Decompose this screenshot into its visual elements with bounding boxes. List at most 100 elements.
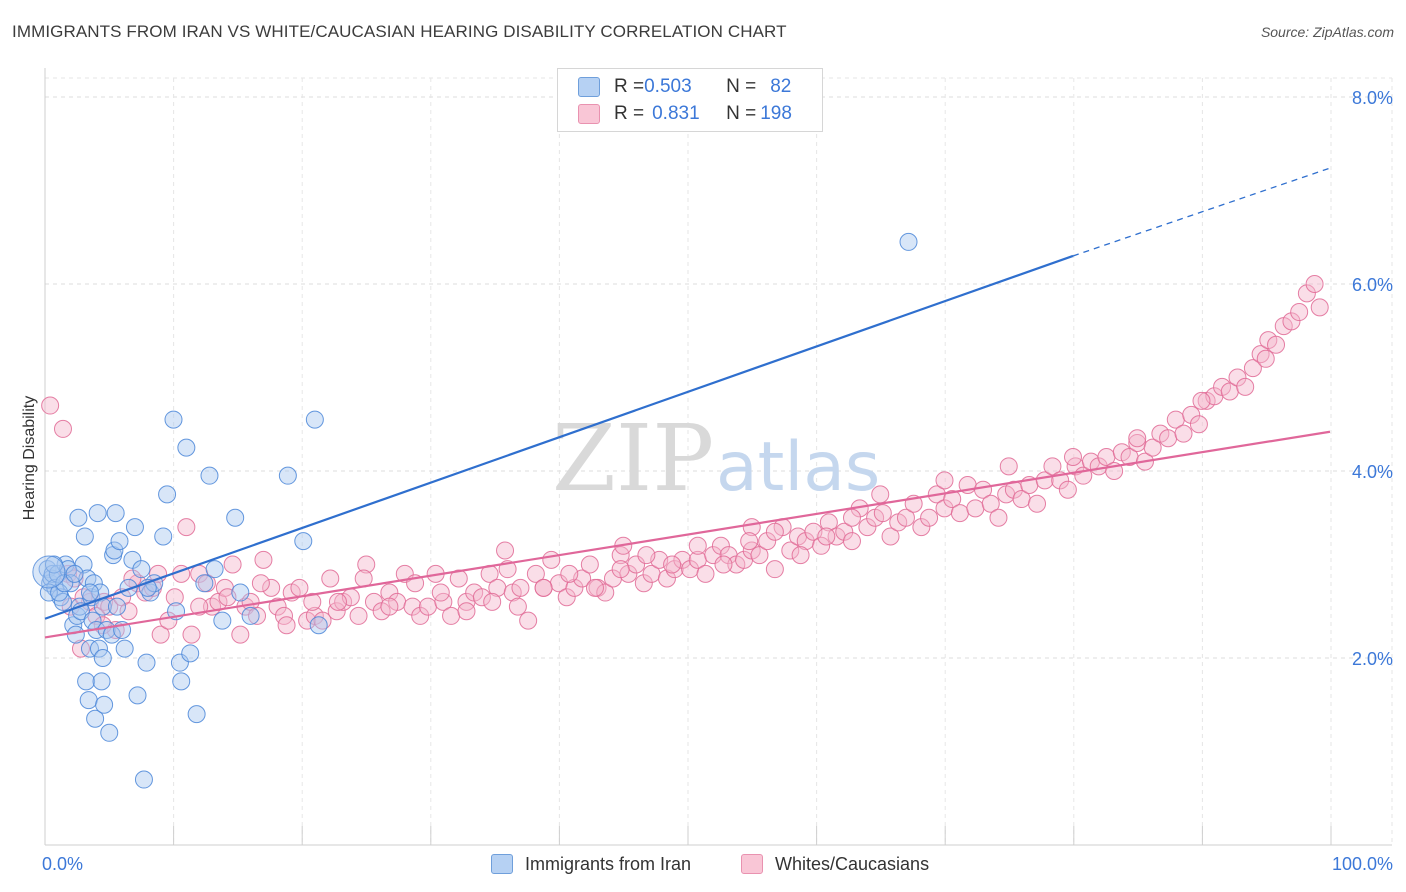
correlation-legend: R = 0.503 N = 82 R = 0.831 N = 198 (557, 68, 823, 132)
white-point-204 (688, 536, 707, 555)
iran-point-63 (205, 560, 224, 579)
iran-point-43 (119, 578, 138, 597)
white-point-36 (290, 578, 309, 597)
white-point-127 (989, 508, 1008, 527)
y-tick-label-3: 8.0% (1352, 88, 1393, 108)
iran-point-40 (107, 597, 126, 616)
white-point-208 (791, 546, 810, 565)
white-point-206 (740, 532, 759, 551)
white-point-187 (251, 574, 270, 593)
iran-point-28 (88, 504, 107, 523)
y-tick-label-1: 4.0% (1352, 462, 1393, 482)
iran-point-60 (187, 705, 206, 724)
iran-point-12 (66, 625, 85, 644)
white-point-188 (277, 616, 296, 635)
y-tick-label-0: 2.0% (1352, 649, 1393, 669)
white-point-86 (673, 550, 692, 569)
iran-point-66 (241, 606, 260, 625)
white-point-67 (526, 564, 545, 583)
white-point-177 (1128, 429, 1147, 448)
iran-point-68 (294, 532, 313, 551)
y-tick-label-2: 6.0% (1352, 275, 1393, 295)
iran-point-54 (164, 410, 183, 429)
bottom-legend-label-white: Whites/Caucasians (775, 853, 930, 874)
trend-lines (44, 167, 1331, 639)
white-point-197 (508, 597, 527, 616)
legend-n-label-iran: N = (726, 76, 757, 97)
trend-line-iran (44, 254, 1074, 620)
white-point-189 (303, 592, 322, 611)
white-point-175 (999, 457, 1018, 476)
white-point-199 (560, 564, 579, 583)
watermark-zip: ZIP (552, 405, 714, 512)
chart-title: IMMIGRANTS FROM IRAN VS WHITE/CAUCASIAN … (12, 22, 787, 41)
white-point-108 (842, 532, 861, 551)
iran-point-77 (93, 649, 112, 667)
legend-r-value-white: 0.831 (652, 103, 700, 124)
watermark-atlas: atlas (716, 428, 880, 507)
legend-r-label-white: R = (614, 103, 645, 124)
iran-point-17 (74, 555, 93, 574)
white-point-153 (1189, 415, 1208, 434)
legend-r-value-iran: 0.503 (644, 76, 692, 97)
iran-point-50 (141, 583, 160, 602)
trend-line-iran-extension (1072, 167, 1331, 257)
white-point-173 (871, 485, 890, 504)
white-point-179 (1256, 349, 1275, 368)
white-point-17 (165, 588, 184, 607)
white-point-132 (1028, 494, 1047, 513)
white-point-134 (1043, 457, 1062, 476)
white-point-178 (1192, 391, 1211, 410)
series-iran-points (32, 232, 918, 789)
white-point-40 (321, 569, 340, 588)
white-point-174 (935, 471, 954, 490)
white-point-26 (223, 555, 242, 574)
iran-point-48 (134, 770, 153, 789)
iran-point-7 (53, 592, 72, 611)
iran-point-53 (158, 485, 177, 504)
white-point-20 (182, 625, 201, 644)
white-point-198 (534, 578, 553, 597)
white-point-196 (483, 592, 502, 611)
white-point-53 (418, 597, 437, 616)
iran-point-49 (137, 653, 156, 672)
white-point-194 (431, 583, 450, 602)
series-whites-points (41, 275, 1329, 658)
white-point-74 (580, 555, 599, 574)
iran-point-76 (80, 583, 99, 602)
white-point-84 (657, 569, 676, 588)
white-point-190 (328, 592, 347, 611)
white-point-97 (758, 532, 777, 551)
iran-point-26 (86, 709, 105, 728)
white-point-65 (511, 578, 530, 597)
legend-r-label-iran: R = (614, 76, 645, 97)
white-point-166 (1290, 303, 1309, 322)
legend-swatch-white (578, 104, 600, 124)
iran-point-80 (213, 611, 232, 630)
white-point-113 (881, 527, 900, 546)
white-point-200 (585, 578, 604, 597)
white-point-163 (1267, 335, 1286, 354)
white-point-32 (262, 578, 281, 597)
iran-point-39 (106, 504, 125, 523)
iran-point-70 (309, 616, 328, 635)
legend-n-value-white: 198 (760, 103, 792, 124)
white-point-48 (380, 583, 399, 602)
white-point-89 (696, 564, 715, 583)
legend-swatch-iran (578, 77, 600, 97)
iran-point-75 (65, 564, 84, 583)
white-point-112 (873, 504, 892, 523)
white-point-158 (1228, 368, 1247, 387)
white-point-57 (449, 569, 468, 588)
white-point-69 (542, 550, 561, 569)
white-point-107 (835, 522, 854, 541)
white-point-19 (177, 518, 196, 537)
white-point-44 (349, 606, 368, 625)
bottom-legend-swatch-white (741, 854, 763, 874)
legend-n-label-white: N = (726, 103, 757, 124)
x-tick-label-0: 0.0% (42, 854, 83, 874)
watermark: ZIP atlas (552, 405, 880, 512)
white-point-27 (231, 625, 250, 644)
white-point-165 (1282, 312, 1301, 331)
white-point-90 (704, 546, 723, 565)
